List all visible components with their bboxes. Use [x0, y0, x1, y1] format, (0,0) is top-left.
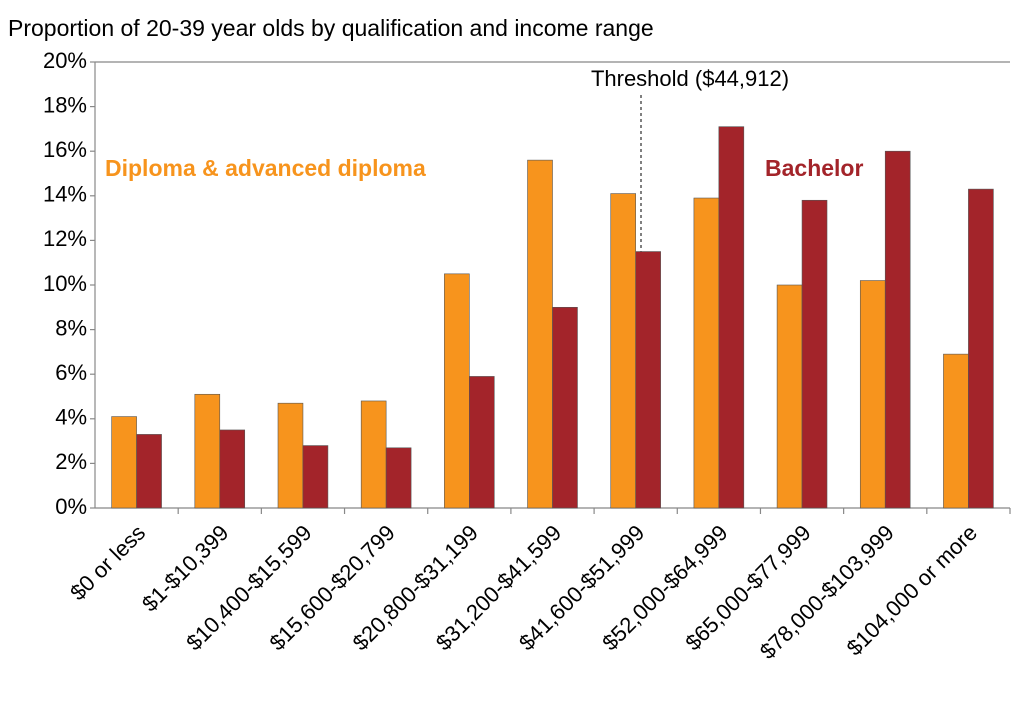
y-tick-label: 10% — [43, 271, 87, 296]
bar — [718, 126, 745, 509]
bar — [360, 400, 387, 509]
bar — [136, 434, 162, 509]
bar — [194, 393, 221, 509]
series-label: Diploma & advanced diploma — [105, 155, 426, 181]
y-tick-label: 2% — [55, 449, 87, 474]
bar — [801, 199, 828, 509]
y-tick-label: 6% — [55, 360, 87, 385]
y-tick-label: 14% — [43, 182, 87, 207]
chart-title: Proportion of 20-39 year olds by qualifi… — [8, 15, 654, 41]
x-tick-label: $0 or less — [65, 520, 150, 605]
bar — [527, 159, 553, 509]
y-tick-label: 16% — [43, 137, 87, 162]
bar — [943, 353, 969, 509]
bar — [444, 273, 470, 509]
bar — [635, 251, 661, 509]
y-tick-label: 0% — [55, 494, 87, 519]
bar — [552, 306, 578, 509]
bar — [859, 280, 886, 509]
bar — [884, 150, 911, 509]
y-tick-label: 12% — [43, 226, 87, 251]
bar — [968, 188, 994, 509]
bar — [776, 284, 803, 509]
y-tick-label: 8% — [55, 315, 87, 340]
bar — [302, 445, 329, 509]
series-label: Bachelor — [765, 155, 863, 181]
bar — [385, 447, 412, 509]
bar — [277, 402, 304, 509]
bar — [693, 197, 720, 509]
y-tick-label: 4% — [55, 405, 87, 430]
bar — [610, 193, 636, 509]
y-tick-label: 18% — [43, 92, 87, 117]
threshold-label: Threshold ($44,912) — [591, 66, 789, 91]
bar — [111, 416, 137, 509]
y-tick-label: 20% — [43, 48, 87, 73]
bar — [219, 429, 246, 509]
bar — [469, 376, 495, 509]
